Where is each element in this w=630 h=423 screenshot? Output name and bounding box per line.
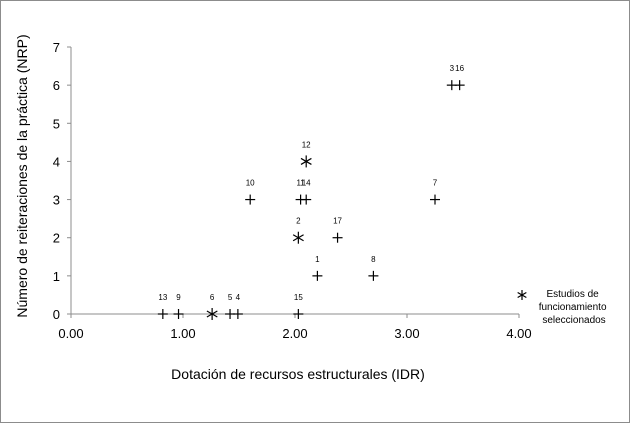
legend-label-line: Estudios de — [546, 289, 599, 300]
point-label: 1 — [315, 255, 320, 264]
x-tick-label: 0.00 — [58, 326, 83, 341]
legend-label: Estudios de funcionamiento seleccionados — [539, 289, 610, 326]
point-label: 11 — [296, 179, 305, 188]
legend-label-line: seleccionados — [542, 315, 605, 326]
point-label: 17 — [333, 217, 342, 226]
point-label: 5 — [228, 293, 233, 302]
point-label: 8 — [371, 255, 376, 264]
x-tick-label: 3.00 — [394, 326, 419, 341]
asterisk-marker-stroke — [206, 310, 218, 318]
y-axis-title: Número de reiteraciones de la práctica (… — [14, 34, 30, 317]
plus-point — [232, 309, 243, 319]
point-label: 2 — [296, 217, 301, 226]
plus-point — [173, 309, 184, 319]
y-tick-label: 3 — [53, 193, 60, 208]
plus-point — [293, 309, 304, 319]
asterisk-point — [292, 231, 304, 244]
axis-ticks — [67, 46, 520, 318]
plus-point — [312, 270, 323, 281]
plus-point — [245, 194, 256, 205]
point-label: 12 — [302, 140, 311, 149]
plus-point — [430, 194, 440, 205]
x-tick-label: 1.00 — [170, 326, 195, 341]
point-label: 10 — [246, 179, 255, 188]
asterisk-marker-stroke — [300, 157, 312, 165]
x-tick-label: 2.00 — [282, 326, 307, 341]
point-label: 4 — [236, 293, 241, 302]
point-label: 9 — [176, 293, 181, 302]
point-label: 7 — [433, 179, 438, 188]
y-tick-label: 4 — [53, 154, 60, 169]
plus-point — [301, 194, 312, 205]
y-tick-label: 6 — [53, 78, 60, 93]
plus-point — [454, 80, 465, 91]
legend-label-line: funcionamiento — [539, 302, 607, 313]
plus-point — [157, 309, 168, 319]
x-axis-title: Dotación de recursos estructurales (IDR) — [171, 366, 425, 382]
data-points — [157, 80, 465, 320]
point-label: 6 — [210, 293, 215, 302]
asterisk-point — [206, 308, 218, 320]
y-tick-label: 5 — [53, 116, 60, 131]
legend-asterisk-marker — [517, 290, 527, 300]
point-label: 16 — [455, 64, 464, 73]
asterisk-marker-stroke — [292, 234, 304, 242]
y-tick-label: 0 — [53, 307, 60, 322]
asterisk-point — [300, 155, 312, 168]
asterisk-marker-stroke — [517, 291, 527, 299]
y-tick-label: 7 — [53, 40, 60, 55]
x-tick-label: 4.00 — [506, 326, 531, 341]
point-label: 15 — [294, 293, 303, 302]
y-tick-label: 2 — [53, 231, 60, 246]
legend: Estudios de funcionamiento seleccionados — [517, 289, 610, 326]
point-label: 13 — [158, 293, 167, 302]
plus-point — [332, 232, 343, 243]
point-label: 14 — [302, 179, 311, 188]
point-label: 3 — [450, 64, 455, 73]
y-tick-label: 1 — [53, 269, 60, 284]
plus-point — [368, 270, 379, 281]
